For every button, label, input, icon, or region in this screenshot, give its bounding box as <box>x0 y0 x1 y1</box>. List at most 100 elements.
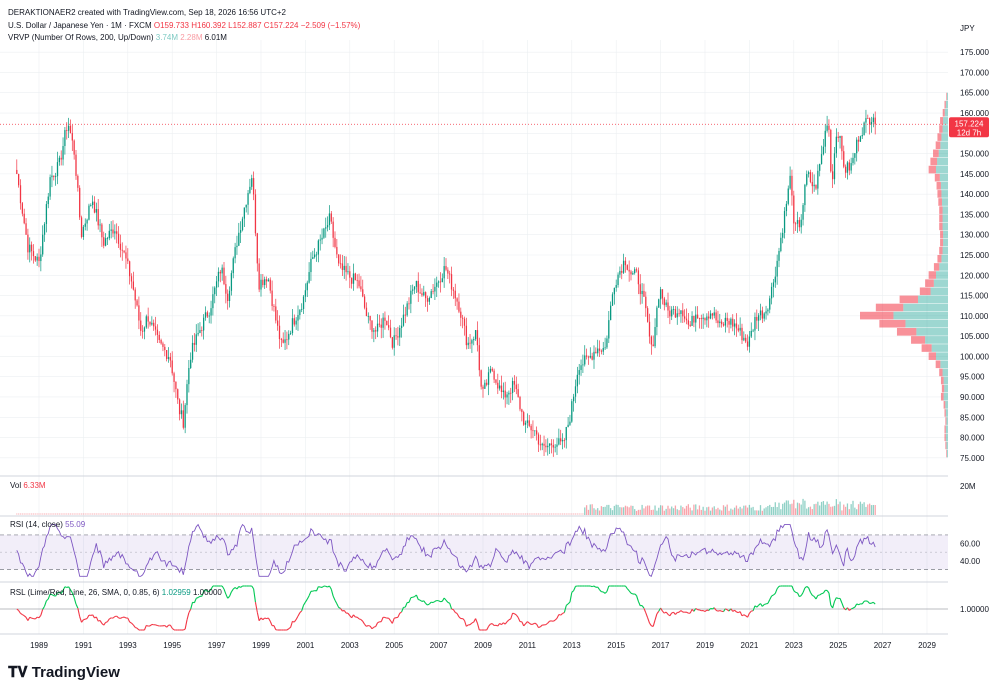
rsl-line-segment <box>166 624 169 628</box>
time-tick-label: 2015 <box>607 641 625 650</box>
candle-body <box>260 279 262 290</box>
time-tick-label: 2019 <box>696 641 714 650</box>
volume-bar <box>328 513 331 515</box>
rsl-line-segment <box>628 590 632 594</box>
volume-bar <box>478 513 480 515</box>
volume-bar <box>602 506 604 515</box>
candle-body <box>280 339 282 340</box>
symbol-name[interactable]: U.S. Dollar / Japanese Yen · 1M · FXCM <box>8 21 152 30</box>
volume-bar <box>658 507 660 515</box>
candle-body <box>55 176 57 178</box>
volume-bar <box>510 513 512 515</box>
price-tick-label: 120.000 <box>960 271 989 280</box>
rsl-line-segment <box>645 612 649 618</box>
volume-bar <box>269 513 271 515</box>
volume-bar <box>819 505 821 515</box>
volume-bar <box>425 513 427 515</box>
candle-body <box>360 286 362 290</box>
candle-body <box>121 249 123 251</box>
rsl-line-segment <box>75 603 79 609</box>
rsl-line-segment <box>689 609 693 614</box>
candle-body <box>476 330 479 346</box>
volume-bar <box>253 513 255 515</box>
candle-body <box>493 370 495 380</box>
price-axis[interactable]: 75.000 80.000 85.000 90.000 95.000 100.000 105… <box>960 48 989 463</box>
candle-body <box>173 373 175 382</box>
rsl-line-segment <box>495 624 499 627</box>
volume-bar <box>537 513 540 515</box>
vrvp-label[interactable]: VRVP (Number Of Rows, 200, Up/Down) <box>8 33 154 42</box>
candle-body <box>635 269 638 271</box>
candle-body <box>478 345 480 371</box>
rsl-line-segment <box>539 624 543 628</box>
rsl-line-segment <box>262 617 266 621</box>
volume-bar <box>175 513 177 515</box>
volume-pane-label: Vol 6.33M <box>10 481 46 490</box>
candle-body <box>767 309 769 312</box>
volume-bar <box>811 509 813 515</box>
tradingview-logo[interactable]: 𝐓𝐕 TradingView <box>8 664 120 681</box>
candle-body <box>134 289 136 301</box>
candle-body <box>32 251 35 257</box>
candle-body <box>408 303 410 305</box>
volume-bar <box>595 509 597 515</box>
candle-body <box>277 320 279 326</box>
candle-body <box>439 281 442 283</box>
candle-body <box>367 315 369 317</box>
candle-body <box>269 279 271 291</box>
candle-body <box>328 213 331 226</box>
candle-body <box>576 374 578 387</box>
volume-bar <box>704 510 706 515</box>
volume-profile-up-bar <box>930 287 948 296</box>
rsl-line-segment <box>508 618 512 621</box>
candle-body <box>166 350 168 359</box>
volume-bar <box>462 513 464 515</box>
rsl-line-segment <box>693 608 697 612</box>
candle-body <box>90 205 92 206</box>
candle-body <box>504 390 506 398</box>
candle-body <box>382 317 384 328</box>
volume-bar <box>645 506 647 515</box>
high-value: H160.392 <box>191 21 226 30</box>
volume-bar <box>785 500 788 515</box>
candle-body <box>745 337 747 342</box>
time-tick-label: 1997 <box>208 641 226 650</box>
rsl-line-segment <box>732 609 735 612</box>
rsi-axis-label-40: 40.00 <box>960 557 981 566</box>
rsl-line-segment <box>149 624 153 627</box>
volume-bar <box>314 513 316 515</box>
candle-body <box>197 332 199 335</box>
rsl-line-segment <box>73 597 77 605</box>
volume-bar <box>867 504 869 515</box>
time-axis[interactable]: 1989 1991 1993 1995 1997 1999 2001 2003 2005 2007… <box>30 641 936 650</box>
rsl-line-segment <box>86 614 90 619</box>
time-tick-label: 2007 <box>430 641 448 650</box>
candle-body <box>402 314 405 326</box>
volume-bar <box>787 500 789 515</box>
volume-bar <box>323 513 325 515</box>
rsl-line-segment <box>800 592 804 596</box>
rsi-pane-label: RSI (14, close) 55.09 <box>10 520 86 529</box>
candle-body <box>541 443 543 446</box>
volume-bar <box>698 505 701 515</box>
currency-label[interactable]: JPY <box>960 24 975 33</box>
volume-bar <box>741 508 743 515</box>
volume-bar <box>399 513 401 515</box>
rsl-line-segment <box>68 586 71 591</box>
candle-body <box>554 446 556 448</box>
rsl-line-segment <box>719 610 722 612</box>
volume-bar <box>160 513 162 515</box>
rsl-line-segment <box>186 612 190 621</box>
volume-bar <box>117 513 120 515</box>
volume-profile-down-bar <box>940 376 944 385</box>
candle-body <box>117 233 120 244</box>
volume-profile-up-bar <box>916 328 948 336</box>
volume-bar <box>225 513 227 515</box>
volume-bar <box>761 510 763 515</box>
volume-bar <box>40 513 42 515</box>
rsl-line-segment <box>776 585 780 590</box>
rsl-line-segment <box>821 592 824 595</box>
candle-body <box>195 334 197 345</box>
volume-bar <box>634 509 636 515</box>
